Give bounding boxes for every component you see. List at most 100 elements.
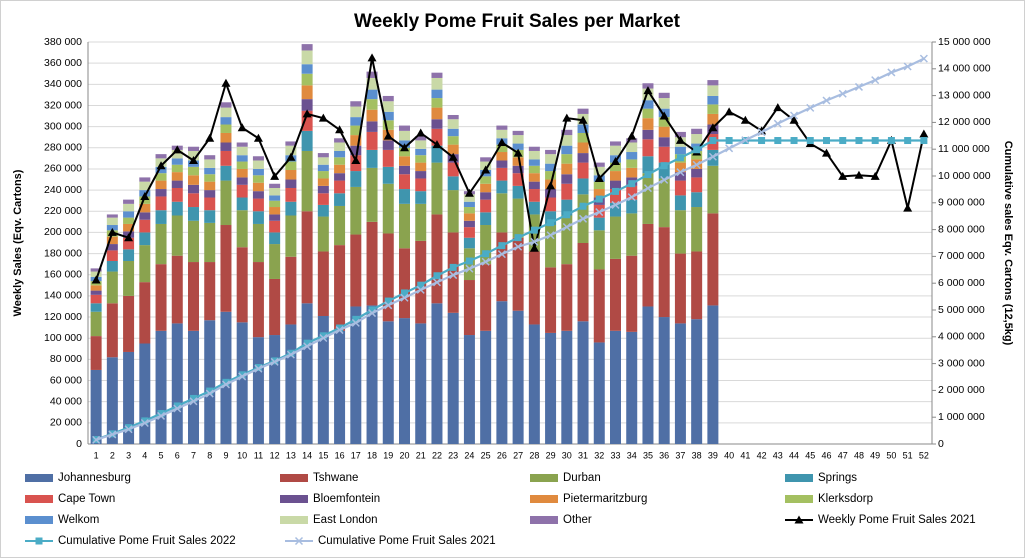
bar-segment (204, 155, 216, 160)
line-marker (497, 250, 506, 259)
bar-segment (707, 85, 719, 96)
bar-segment (285, 201, 297, 216)
bar-segment (139, 203, 151, 213)
bar-segment (642, 156, 654, 174)
legend-swatch (530, 474, 558, 482)
y2-tick-label: 0 (938, 438, 944, 450)
x-tick-label: 27 (513, 450, 523, 460)
bar-segment (155, 173, 167, 181)
bar-segment (658, 146, 670, 163)
line-marker (740, 115, 750, 124)
bar-segment (285, 170, 297, 180)
legend-swatch (785, 474, 813, 482)
legend-swatch (280, 495, 308, 503)
x-tick-label: 32 (594, 450, 604, 460)
x-tick-label: 38 (692, 450, 702, 460)
line-marker (562, 113, 572, 122)
line-marker (173, 402, 181, 410)
y-tick-label: 20 000 (50, 417, 82, 429)
line-marker (335, 326, 344, 335)
line-marker (530, 226, 538, 234)
line-marker (919, 54, 928, 63)
line-marker (855, 137, 863, 145)
line-marker (124, 425, 133, 434)
x-tick-label: 39 (708, 450, 718, 460)
bar-segment (90, 311, 102, 337)
bar-segment (528, 150, 540, 160)
bar-segment (447, 312, 459, 444)
bar-segment (642, 173, 654, 224)
bar-segment (561, 330, 573, 444)
line-marker (513, 148, 523, 157)
y2-tick-label: 12 000 000 (938, 116, 991, 128)
line-marker (140, 191, 150, 200)
bar-segment (496, 144, 508, 153)
bar-segment (366, 109, 378, 122)
bar-segment (285, 215, 297, 257)
bar-segment (269, 335, 281, 444)
bar-segment (334, 205, 346, 246)
bar-segment (399, 318, 410, 444)
bar-segment (301, 85, 313, 100)
bar-segment (382, 101, 394, 112)
bar-segment (642, 118, 654, 130)
bar-segment (188, 166, 199, 176)
bar-segment (317, 178, 329, 186)
y-tick-label: 240 000 (44, 184, 82, 196)
bar-segment (171, 323, 183, 444)
x-tick-label: 50 (886, 450, 896, 460)
line-marker (237, 123, 247, 132)
bar-segment (528, 146, 540, 151)
bar-segment (317, 157, 329, 165)
bar-segment (171, 255, 183, 324)
bar-segment (658, 162, 670, 179)
bar-segment (350, 234, 362, 307)
line-marker (675, 135, 685, 144)
line-marker (644, 171, 652, 179)
bar-segment (545, 332, 557, 444)
line (95, 57, 925, 281)
bar-segment (626, 152, 638, 160)
line-marker (140, 418, 149, 428)
y-axis-title: Weekly Sales (Eqv. Cartons) (12, 169, 24, 316)
bar-segment (171, 215, 183, 256)
line-marker (286, 350, 295, 359)
bar-segment (90, 268, 102, 272)
bar-segment (188, 184, 199, 194)
bar-segment (236, 142, 248, 147)
bar-segment (399, 248, 410, 319)
bar-segment (220, 102, 232, 108)
line-marker (108, 430, 117, 439)
bar-segment (236, 247, 248, 323)
line-marker (497, 138, 507, 146)
x-tick-label: 8 (207, 450, 212, 460)
bar-segment (399, 189, 410, 204)
line-marker (676, 154, 684, 162)
y2-tick-label: 13 000 000 (938, 89, 991, 101)
bar-segment (545, 211, 557, 226)
bar-segment (447, 128, 459, 137)
bar-segment (593, 269, 605, 343)
line-marker (368, 306, 376, 314)
bar-segment (431, 128, 443, 146)
y2-tick-label: 15 000 000 (938, 36, 991, 48)
line-marker (465, 264, 474, 273)
legend-label: East London (313, 514, 378, 526)
bar-segment (171, 172, 183, 181)
bar-segment (285, 187, 297, 202)
x-tick-label: 52 (919, 450, 929, 460)
bar-segment (626, 255, 638, 332)
bar-segment (123, 237, 135, 250)
bar-segment (431, 98, 443, 108)
line-marker (514, 242, 523, 251)
bar-segment (123, 351, 135, 444)
line-marker (794, 515, 804, 524)
bar-segment (236, 155, 248, 162)
bar-segment (658, 98, 670, 109)
x-tick-label: 21 (416, 450, 426, 460)
bar-segment (236, 177, 248, 185)
line-marker (482, 250, 490, 258)
x-tick-label: 4 (142, 450, 147, 460)
bar-segment (106, 217, 118, 226)
x-tick-label: 23 (448, 450, 458, 460)
